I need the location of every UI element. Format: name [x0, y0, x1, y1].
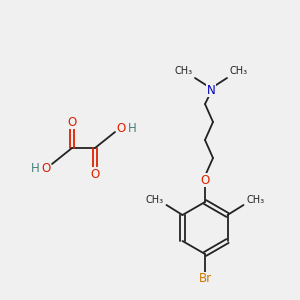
- Text: O: O: [68, 116, 76, 128]
- Text: O: O: [90, 167, 100, 181]
- Text: CH₃: CH₃: [229, 66, 247, 76]
- Text: O: O: [116, 122, 126, 134]
- Text: O: O: [41, 161, 51, 175]
- Text: H: H: [128, 122, 136, 134]
- Text: H: H: [31, 161, 39, 175]
- Text: CH₃: CH₃: [146, 195, 164, 205]
- Text: O: O: [200, 173, 210, 187]
- Text: CH₃: CH₃: [175, 66, 193, 76]
- Text: N: N: [207, 83, 215, 97]
- Text: Br: Br: [198, 272, 212, 286]
- Text: CH₃: CH₃: [247, 195, 265, 205]
